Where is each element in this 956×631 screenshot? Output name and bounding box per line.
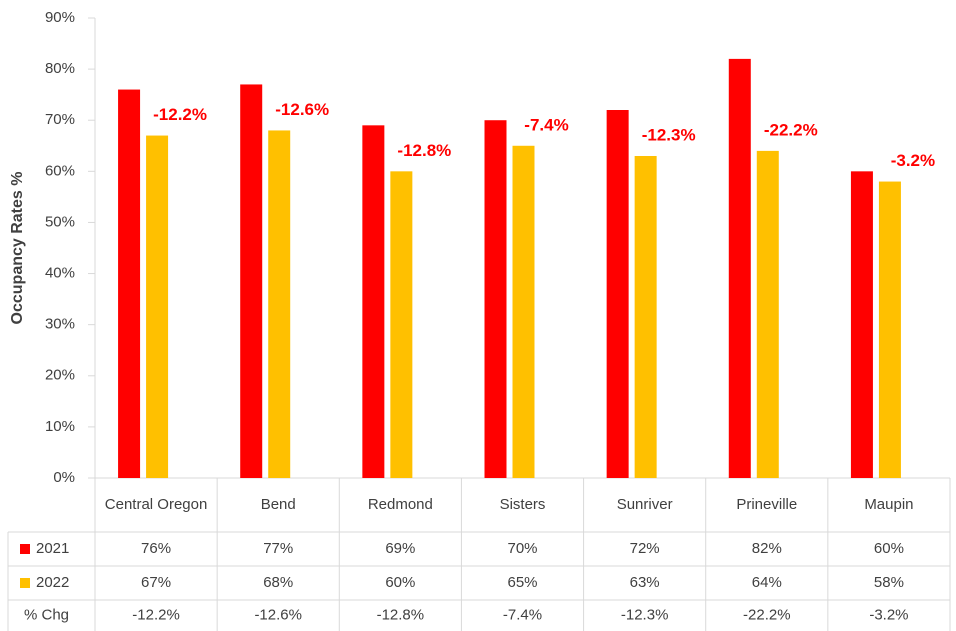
- y-tick-label: 50%: [45, 213, 75, 230]
- x-tick-label: Redmond: [367, 496, 433, 513]
- legend-label: 2021: [36, 540, 69, 557]
- y-tick-label: 70%: [45, 111, 75, 128]
- change-annotation: -22.2%: [764, 120, 818, 139]
- table-value: 68%: [263, 574, 293, 591]
- x-tick-label: Sisters: [499, 496, 546, 513]
- bar: [240, 84, 263, 478]
- table-value: 63%: [630, 574, 660, 591]
- x-tick-label-box: Central Oregon: [104, 496, 208, 513]
- table-value: 65%: [507, 574, 537, 591]
- x-tick-label: Prineville: [736, 496, 798, 513]
- y-tick-label: 20%: [45, 367, 75, 384]
- bar: [268, 130, 291, 478]
- table-value: 76%: [141, 540, 171, 557]
- bar: [606, 110, 629, 478]
- bar: [146, 135, 169, 479]
- table-value: 70%: [507, 540, 537, 557]
- row-label: % Chg: [24, 606, 69, 623]
- x-tick-label-box: Bend: [260, 496, 296, 513]
- x-tick-label: Bend: [260, 496, 296, 513]
- y-tick-label: 30%: [45, 316, 75, 333]
- y-tick-label: 60%: [45, 162, 75, 179]
- table-change: -12.6%: [254, 606, 302, 623]
- x-tick-label-box: Maupin: [864, 496, 914, 513]
- bar: [118, 89, 141, 479]
- table-change: -12.8%: [377, 606, 425, 623]
- bar: [512, 145, 535, 478]
- y-tick-label: 90%: [45, 9, 75, 26]
- bar: [728, 58, 751, 479]
- x-tick-label: Maupin: [864, 496, 914, 513]
- y-axis-label: Occupancy Rates %: [9, 172, 26, 325]
- y-tick-label: 0%: [53, 469, 75, 486]
- table-change: -12.2%: [132, 606, 180, 623]
- legend-swatch: [20, 578, 30, 588]
- bar: [484, 120, 507, 478]
- x-tick-label-box: Prineville: [736, 496, 798, 513]
- change-annotation: -7.4%: [524, 115, 568, 134]
- table-change: -22.2%: [743, 606, 791, 623]
- y-tick-label: 10%: [45, 418, 75, 435]
- change-annotation: -12.8%: [397, 141, 451, 160]
- table-value: 77%: [263, 540, 293, 557]
- table-value: 82%: [752, 540, 782, 557]
- bar: [634, 156, 657, 478]
- table-change: -7.4%: [503, 606, 542, 623]
- table-value: 69%: [385, 540, 415, 557]
- table-value: 60%: [874, 540, 904, 557]
- table-value: 60%: [385, 574, 415, 591]
- change-annotation: -12.2%: [153, 105, 207, 124]
- table-value: 64%: [752, 574, 782, 591]
- legend-label: 2022: [36, 574, 69, 591]
- y-tick-label: 40%: [45, 265, 75, 282]
- bar: [878, 181, 901, 479]
- bar: [756, 150, 779, 478]
- change-annotation: -3.2%: [891, 151, 935, 170]
- y-tick-label: 80%: [45, 60, 75, 77]
- change-annotation: -12.6%: [275, 100, 329, 119]
- change-annotation: -12.3%: [642, 125, 696, 144]
- table-value: 67%: [141, 574, 171, 591]
- bar: [850, 171, 873, 479]
- table-change: -12.3%: [621, 606, 669, 623]
- bar: [390, 171, 413, 479]
- bar: [362, 125, 385, 478]
- table-value: 72%: [630, 540, 660, 557]
- table-change: -3.2%: [869, 606, 908, 623]
- x-tick-label-box: Sunriver: [616, 496, 673, 513]
- table-value: 58%: [874, 574, 904, 591]
- x-tick-label: Central Oregon: [104, 496, 208, 513]
- x-tick-label-box: Sisters: [499, 496, 546, 513]
- x-tick-label-box: Redmond: [367, 496, 433, 513]
- x-tick-label: Sunriver: [616, 496, 673, 513]
- legend-swatch: [20, 544, 30, 554]
